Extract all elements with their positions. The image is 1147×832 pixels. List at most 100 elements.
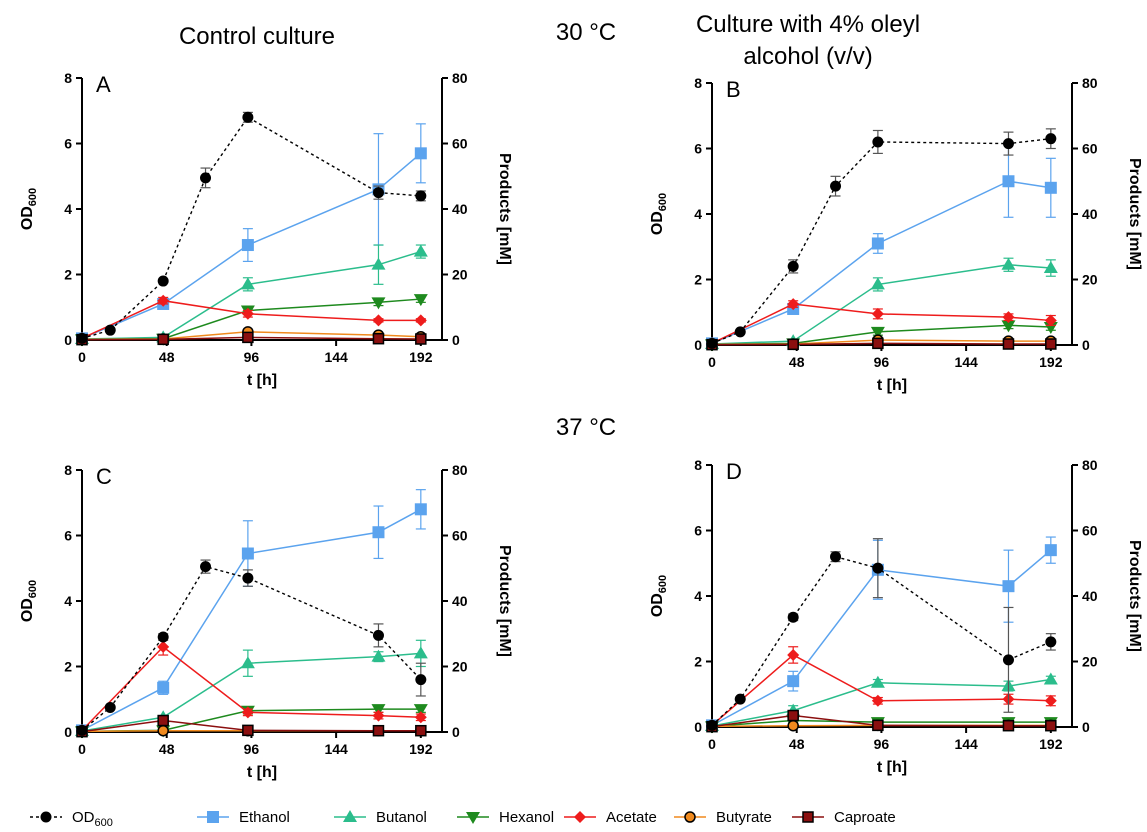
right-tick-label: 0 [452,332,460,348]
data-point [1001,257,1016,270]
left-y-axis-label-sub: 600 [657,575,669,593]
right-tick-label: 40 [452,593,468,609]
left-tick-label: 0 [694,719,702,735]
data-point [1045,133,1057,145]
x-tick-label: 192 [1039,354,1063,370]
left-y-axis-label-main: OD [19,206,36,230]
data-point [242,331,254,344]
data-point [1001,320,1016,333]
data-point [372,526,385,539]
data-point [1045,636,1057,648]
series-acetate [706,298,1057,350]
x-tick-label: 192 [409,349,433,365]
left-tick-label: 6 [694,523,702,539]
left-tick-label: 0 [64,332,72,348]
x-tick-label: 48 [159,349,175,365]
temperature-top-label: 30 °C [556,19,616,46]
right-y-axis-label: Products [mM] [1126,540,1143,652]
legend-label-text: Acetate [606,809,657,826]
legend-marker [207,811,219,823]
legend-item-od: OD600 [30,809,113,829]
series-acetate [76,638,427,737]
data-point [872,562,884,574]
data-point [200,561,212,573]
data-point [870,326,885,339]
legend-label-text: Hexanol [499,809,554,826]
x-tick-label: 192 [409,741,433,757]
data-point [413,646,428,659]
data-point [157,640,170,653]
right-tick-label: 60 [452,528,468,544]
data-point [104,701,116,713]
panel-letter: B [726,77,741,102]
left-tick-label: 0 [64,724,72,740]
series-line [81,508,422,732]
data-point [371,257,386,270]
right-tick-label: 40 [1082,206,1098,222]
right-tick-label: 40 [452,201,468,217]
data-point [1044,544,1057,557]
data-point [242,724,254,737]
right-tick-label: 0 [452,724,460,740]
data-point [1002,311,1015,324]
data-point [871,694,884,707]
x-tick-label: 0 [78,349,86,365]
left-y-axis-label: OD600 [649,575,669,617]
left-y-axis-label: OD600 [19,580,39,622]
data-point [872,337,884,350]
series-line [81,116,421,340]
data-point [1045,719,1057,732]
right-tick-label: 80 [1082,457,1098,473]
left-y-axis-label-main: OD [649,211,666,235]
legend-item-ethanol: Ethanol [197,809,290,826]
legend-item-hexanol: Hexanol [457,809,554,826]
left-tick-label: 4 [694,588,702,604]
left-tick-label: 4 [694,206,702,222]
data-point [1043,261,1058,274]
data-point [414,147,427,160]
legend-label-text: Butanol [376,809,427,826]
data-point [372,629,384,641]
right-tick-label: 40 [1082,588,1098,604]
x-tick-label: 96 [874,354,890,370]
legend-label: Butyrate [716,809,772,826]
data-point [242,111,254,123]
data-point [241,307,254,320]
legend-label-sub: 600 [95,817,113,829]
data-point [414,314,427,327]
data-point [157,724,169,737]
data-point [1002,175,1015,188]
data-point [157,681,170,694]
series-od600 [76,111,427,344]
x-tick-label: 48 [789,354,805,370]
right-tick-label: 60 [1082,141,1098,157]
legend-item-caproate: Caproate [792,809,896,826]
col-left-title: Control culture [179,23,335,50]
data-point [787,338,799,351]
data-point [734,326,746,338]
right-tick-label: 20 [452,659,468,675]
data-point [787,719,799,732]
data-point [372,187,384,199]
data-point [415,190,427,202]
legend-label-text: Caproate [834,809,896,826]
series-acetate [76,294,427,345]
data-point [830,551,842,563]
legend-label: OD600 [72,809,113,829]
x-tick-label: 144 [324,349,348,365]
data-point [415,724,427,737]
left-y-axis-label: OD600 [649,193,669,235]
data-point [734,693,746,705]
series-butanol [75,639,428,737]
data-point [706,719,718,731]
data-point [372,332,385,345]
left-tick-label: 2 [694,654,702,670]
legend: OD600 Ethanol Butanol Hexanol Acetate Butyrat… [30,809,896,829]
data-point [200,172,212,184]
right-tick-label: 80 [1082,75,1098,91]
left-tick-label: 6 [64,528,72,544]
data-point [830,180,842,192]
data-point [787,709,799,722]
